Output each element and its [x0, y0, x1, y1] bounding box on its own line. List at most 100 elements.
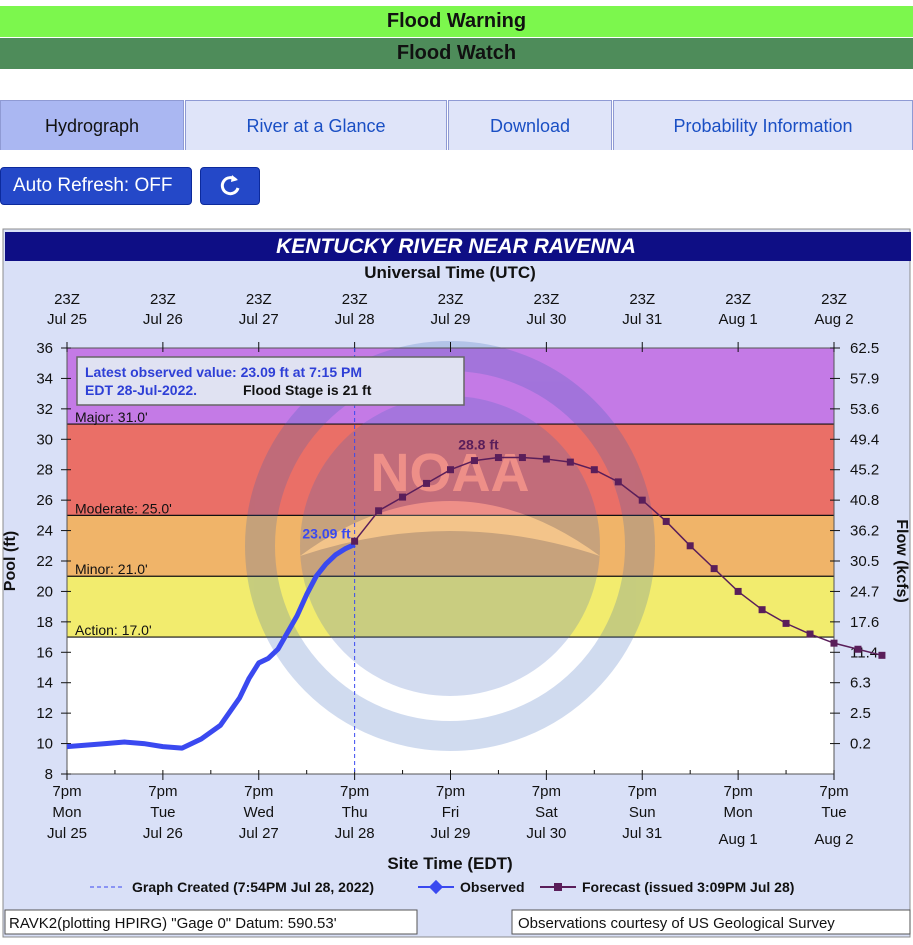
- right-axis-label: Flow (kcfs): [893, 519, 910, 603]
- bottom-tick-label: 7pm: [148, 783, 177, 800]
- tab-download[interactable]: Download: [448, 100, 612, 150]
- forecast-point: [447, 466, 454, 474]
- right-tick-label: 30.5: [850, 553, 879, 570]
- top-tick-label: 23Z: [150, 291, 176, 308]
- right-tick-label: 53.6: [850, 401, 879, 418]
- bottom-tick-label: Jul 26: [143, 825, 183, 842]
- forecast-point: [494, 454, 502, 462]
- left-tick-label: 22: [36, 553, 53, 570]
- left-tick-label: 18: [36, 614, 53, 631]
- bottom-tick-label: Jul 28: [335, 825, 375, 842]
- left-tick-label: 32: [36, 401, 53, 418]
- bottom-tick-label: 7pm: [532, 783, 561, 800]
- forecast-point: [614, 478, 622, 486]
- hydrograph-svg: KENTUCKY RIVER NEAR RAVENNA Universal Ti…: [0, 226, 913, 940]
- left-tick-label: 12: [36, 705, 53, 722]
- top-tick-label: 23Z: [54, 291, 80, 308]
- right-tick-label: 62.5: [850, 340, 879, 357]
- bottom-tick-label: Fri: [442, 804, 460, 821]
- left-tick-label: 10: [36, 736, 53, 753]
- legend-forecast-marker: [554, 883, 562, 891]
- forecast-point: [830, 639, 838, 647]
- footer-right-box: [511, 909, 911, 935]
- left-tick-label: 14: [36, 675, 53, 692]
- bottom-tick-label: Tue: [821, 804, 846, 821]
- forecast-point: [806, 630, 814, 638]
- flood-watch-banner: Flood Watch: [0, 38, 913, 69]
- observed-series-line: [66, 542, 356, 751]
- top-tick-label: 23Z: [246, 291, 272, 308]
- forecast-point: [854, 645, 862, 653]
- forecast-point: [686, 542, 694, 550]
- bottom-tick-label: 7pm: [340, 783, 369, 800]
- bottom-tick-label: 7pm: [244, 783, 273, 800]
- observed-value-label: 23.09 ft: [302, 525, 351, 541]
- forecast-point: [734, 587, 742, 595]
- threshold-label-minor: Minor: 21.0': [75, 561, 148, 577]
- right-tick-label: 6.3: [850, 675, 871, 692]
- threshold-label-major: Major: 31.0': [75, 409, 148, 425]
- bottom-tick-label: 7pm: [436, 783, 465, 800]
- top-tick-date: Jul 28: [335, 311, 375, 328]
- left-tick-label: 8: [45, 766, 53, 783]
- bottom-tick-label: 7pm: [819, 783, 848, 800]
- latest-box-line2a: EDT 28-Jul-2022.: [85, 382, 197, 398]
- tab-probability-information[interactable]: Probability Information: [613, 100, 913, 150]
- right-tick-label: 45.2: [850, 462, 879, 479]
- crest-value-label: 28.8 ft: [458, 437, 499, 453]
- bottom-tick-label: Mon: [724, 804, 753, 821]
- forecast-point: [758, 606, 766, 614]
- footer-left-box: [4, 909, 418, 935]
- bottom-tick-label: Mon: [52, 804, 81, 821]
- bottom-tick-label: Tue: [150, 804, 175, 821]
- latest-observed-box: Latest observed value: 23.09 ft at 7:15 …: [76, 356, 465, 406]
- tab-hydrograph[interactable]: Hydrograph: [0, 100, 184, 150]
- right-tick-label: 0.2: [850, 736, 871, 753]
- forecast-point: [423, 479, 431, 487]
- auto-refresh-button[interactable]: Auto Refresh: OFF: [0, 167, 192, 205]
- forecast-point: [782, 619, 790, 627]
- forecast-point: [566, 458, 574, 466]
- top-tick-label: 23Z: [533, 291, 559, 308]
- chart-title-bar: [5, 232, 911, 261]
- chart-title: KENTUCKY RIVER NEAR RAVENNA: [276, 235, 636, 258]
- latest-box-line1: Latest observed value: 23.09 ft at 7:15 …: [85, 364, 362, 380]
- bottom-tick-label: Jul 25: [47, 825, 87, 842]
- right-tick-label: 57.9: [850, 370, 879, 387]
- legend-created: Graph Created (7:54PM Jul 28, 2022): [132, 879, 374, 895]
- right-tick-label: 17.6: [850, 614, 879, 631]
- top-tick-date: Jul 26: [143, 311, 183, 328]
- top-tick-date: Jul 27: [239, 311, 279, 328]
- right-tick-label: 49.4: [850, 431, 879, 448]
- bottom-tick-label: 7pm: [724, 783, 753, 800]
- refresh-button[interactable]: [200, 167, 260, 205]
- legend: Graph Created (7:54PM Jul 28, 2022) Obse…: [90, 879, 794, 895]
- threshold-label-moderate: Moderate: 25.0': [75, 500, 172, 516]
- left-tick-label: 24: [36, 523, 53, 540]
- top-tick-label: 23Z: [629, 291, 655, 308]
- top-tick-date: Aug 1: [719, 311, 758, 328]
- legend-forecast: Forecast (issued 3:09PM Jul 28): [582, 879, 794, 895]
- top-tick-date: Jul 31: [622, 311, 662, 328]
- footer-left: RAVK2(plotting HPIRG) "Gage 0" Datum: 59…: [9, 915, 337, 932]
- tab-river-at-a-glance[interactable]: River at a Glance: [185, 100, 447, 150]
- forecast-point: [470, 457, 478, 465]
- left-tick-label: 20: [36, 583, 53, 600]
- bottom-tick-label: Wed: [243, 804, 274, 821]
- bottom-tick-label: Aug 2: [814, 831, 853, 848]
- bottom-tick-label: Jul 29: [430, 825, 470, 842]
- left-tick-label: 30: [36, 431, 53, 448]
- right-tick-label: 24.7: [850, 583, 879, 600]
- forecast-point: [638, 496, 646, 504]
- forecast-point: [351, 537, 359, 545]
- top-axis-title: Universal Time (UTC): [364, 263, 536, 282]
- hydrograph-chart: KENTUCKY RIVER NEAR RAVENNA Universal Ti…: [0, 226, 913, 940]
- left-tick-label: 28: [36, 462, 53, 479]
- forecast-point: [878, 651, 886, 659]
- forecast-point: [518, 454, 526, 462]
- refresh-icon: [220, 175, 240, 196]
- left-tick-label: 36: [36, 340, 53, 357]
- legend-observed: Observed: [460, 879, 525, 895]
- top-tick-date: Jul 30: [526, 311, 566, 328]
- top-tick-label: 23Z: [725, 291, 751, 308]
